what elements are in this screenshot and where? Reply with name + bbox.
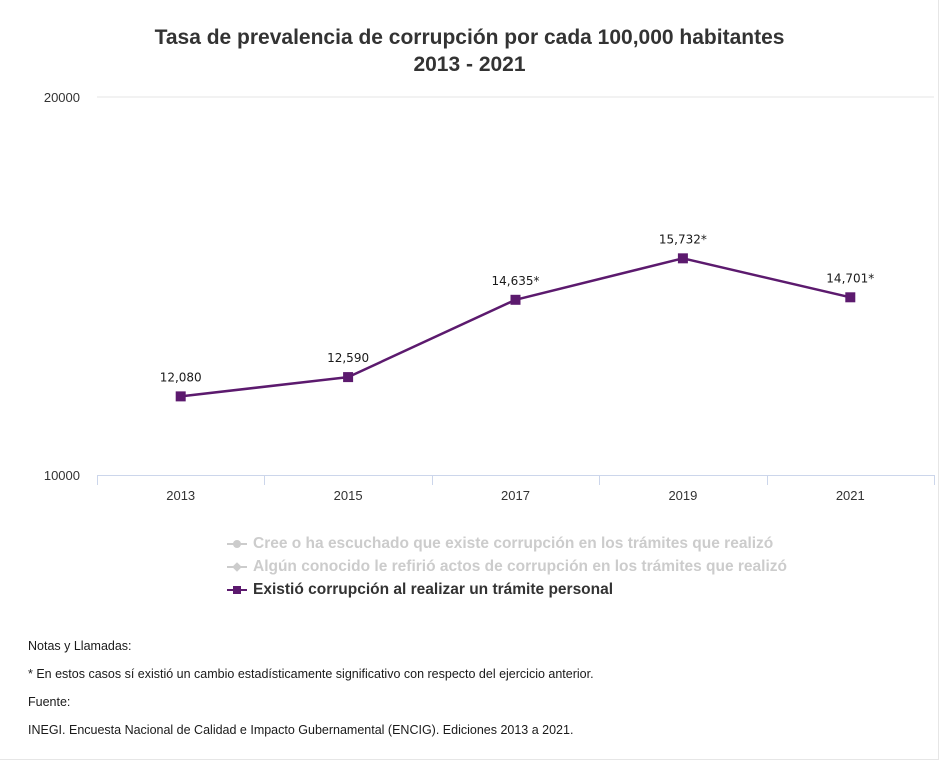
legend-item[interactable]: Algún conocido le refirió actos de corru… bbox=[227, 555, 787, 578]
x-tick-label: 2013 bbox=[166, 488, 195, 503]
notes-section: Notas y Llamadas: * En estos casos sí ex… bbox=[28, 639, 594, 738]
data-point bbox=[175, 391, 186, 402]
source-heading: Fuente: bbox=[28, 695, 71, 709]
x-tick-label: 2017 bbox=[501, 488, 530, 503]
legend-label: Existió corrupción al realizar un trámit… bbox=[253, 580, 614, 598]
data-label: 15,732* bbox=[659, 232, 707, 246]
source-text: INEGI. Encuesta Nacional de Calidad e Im… bbox=[28, 723, 574, 737]
data-label: 12,590 bbox=[327, 351, 369, 365]
chart-legend: Cree o ha escuchado que existe corrupció… bbox=[227, 532, 787, 601]
chart-title-block: Tasa de prevalencia de corrupción por ca… bbox=[0, 24, 939, 78]
legend-symbol-icon bbox=[227, 560, 247, 574]
x-tick-label: 2021 bbox=[836, 488, 865, 503]
y-tick-label: 20000 bbox=[44, 90, 80, 105]
data-label: 14,701* bbox=[826, 271, 874, 285]
x-tick-label: 2019 bbox=[668, 488, 697, 503]
y-tick-label: 10000 bbox=[44, 468, 80, 483]
legend-item[interactable]: Existió corrupción al realizar un trámit… bbox=[227, 578, 787, 601]
chart-subtitle: 2013 - 2021 bbox=[413, 53, 526, 76]
data-point bbox=[845, 292, 856, 303]
data-point bbox=[343, 372, 354, 383]
data-label: 14,635* bbox=[492, 274, 540, 288]
legend-symbol-icon bbox=[227, 537, 247, 551]
chart-title: Tasa de prevalencia de corrupción por ca… bbox=[154, 26, 785, 49]
notes-text: * En estos casos sí existió un cambio es… bbox=[28, 667, 594, 681]
legend-symbol-icon bbox=[227, 583, 247, 597]
data-point bbox=[677, 253, 688, 264]
legend-label: Cree o ha escuchado que existe corrupció… bbox=[253, 534, 774, 552]
legend-item[interactable]: Cree o ha escuchado que existe corrupció… bbox=[227, 532, 787, 555]
data-point bbox=[510, 294, 521, 305]
notes-heading: Notas y Llamadas: bbox=[28, 639, 132, 653]
x-tick-label: 2015 bbox=[334, 488, 363, 503]
data-label: 12,080 bbox=[160, 370, 202, 384]
legend-label: Algún conocido le refirió actos de corru… bbox=[253, 557, 787, 575]
chart-plot: 2013 2015 2017 2019 2021 20000 10000 12,080 12,5… bbox=[44, 90, 935, 503]
